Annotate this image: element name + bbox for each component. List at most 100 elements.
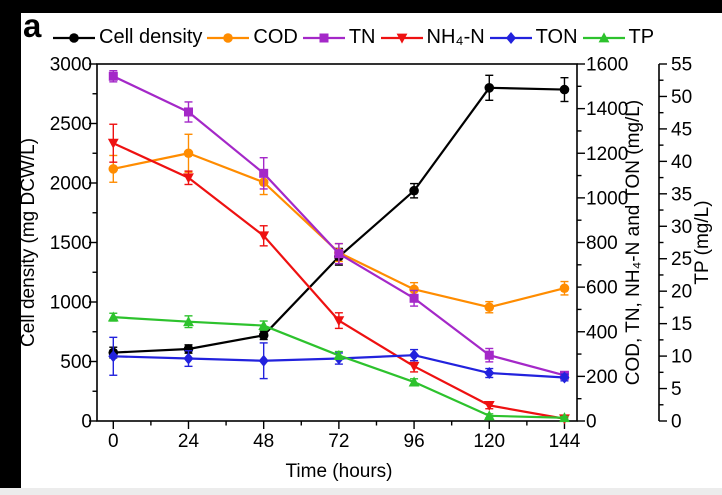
legend-item-tp: TP (582, 26, 657, 49)
left-axis-title: Cell density (mg DCW/L) (18, 138, 39, 347)
legend-marker-tn-icon (302, 33, 345, 42)
series-tp-marker (107, 311, 119, 322)
series-tn-marker (183, 107, 193, 117)
x-axis-tick-label: 96 (404, 431, 425, 452)
legend-symbol-ton (505, 31, 516, 44)
series-tp-marker (258, 319, 270, 330)
series-cod-marker (183, 148, 194, 159)
legend-marker-ton-icon (489, 31, 532, 44)
tp-axis-tick-label: 15 (671, 314, 692, 335)
left-axis-tick-label: 1000 (50, 293, 92, 314)
tp-axis-tick-label: 40 (671, 152, 692, 173)
legend-item-cell-density: Cell density (52, 26, 204, 49)
legend-label-tp: TP (628, 26, 655, 48)
series-ton-marker (108, 350, 119, 363)
x-axis-tick-label: 48 (253, 431, 274, 452)
legend-marker-nh-n-icon (380, 33, 423, 44)
tp-axis-tick-label: 50 (671, 87, 692, 108)
right-axis-title: COD, TN, NH₄-N and TON (mg/L) (623, 100, 644, 385)
tp-axis-tick-label: 45 (671, 119, 692, 140)
legend-label-cell-density: Cell density (99, 26, 203, 48)
series-tn-line (112, 75, 565, 377)
x-axis-title: Time (hours) (286, 461, 393, 482)
border-bottom (0, 488, 722, 495)
series-nh-n-marker (408, 361, 420, 372)
legend-symbol-tn (319, 33, 329, 42)
series-tn-marker (259, 168, 269, 178)
series-cod-marker (108, 164, 119, 174)
series-tn-marker (409, 293, 419, 303)
right-axis-tick-label: 0 (586, 412, 597, 433)
series-cell-density-marker (258, 330, 269, 341)
right-axis-tick-label: 1200 (586, 144, 628, 165)
tp-axis-tick-label: 25 (671, 249, 692, 270)
legend-item-nh-n: NH₄-N (380, 26, 487, 49)
series-ton-marker (258, 354, 269, 367)
x-axis-tick-label: 120 (473, 431, 505, 452)
series-tp-line (113, 316, 565, 419)
series-ton-marker (183, 352, 194, 365)
series-tp-marker (559, 412, 570, 423)
legend-symbol-nh-n (396, 33, 407, 44)
left-axis-tick-label: 2000 (50, 174, 92, 195)
series-tn-marker (484, 350, 494, 360)
legend-label-ton: TON (535, 26, 578, 48)
series-tp-marker (483, 410, 495, 421)
series-cell-density-marker (559, 84, 570, 95)
series-nh-n-line (112, 142, 565, 420)
right-axis-tick-label: 1400 (586, 99, 628, 120)
x-axis-tick-label: 0 (108, 431, 119, 452)
series-ton-marker (559, 371, 570, 384)
series-ton-marker (484, 367, 495, 380)
series-ton-marker (409, 349, 420, 362)
left-axis-tick-label: 0 (81, 412, 92, 433)
legend-marker-tp-icon (582, 31, 625, 42)
series-cod-marker (409, 284, 419, 295)
right-axis-tick-label: 200 (586, 367, 618, 388)
series-tp-marker (408, 376, 420, 387)
tp-axis-tick-label: 30 (671, 217, 692, 238)
right-axis-tick-label: 600 (586, 278, 618, 299)
series-cell-density-marker (409, 185, 419, 196)
right-axis-tick-label: 1600 (586, 55, 628, 76)
tp-axis-tick-label: 0 (671, 412, 682, 433)
tp-axis-tick-label: 20 (671, 282, 692, 303)
tp-axis-tick-label: 5 (671, 379, 682, 400)
series-cell-density-marker (484, 83, 495, 93)
legend-symbol-tp (598, 31, 609, 42)
right-axis-tick-label: 1000 (586, 188, 628, 209)
legend-symbol-cell-density (69, 32, 79, 43)
panel-label: a (23, 7, 42, 44)
series-cod-line (113, 152, 565, 309)
series-nh-n-marker (107, 138, 119, 149)
legend-symbol-cod (223, 32, 234, 43)
left-axis-tick-label: 1500 (50, 233, 92, 254)
series-tp-marker (183, 316, 194, 327)
plot-frame (96, 63, 578, 422)
right-axis-tick-label: 400 (586, 322, 618, 343)
series-nh-n-marker (333, 316, 345, 327)
legend-item-cod: COD (206, 26, 299, 49)
series-cod-marker (559, 283, 570, 294)
series-tn-marker (334, 249, 344, 259)
series-tp-marker (333, 349, 345, 360)
tp-axis-tick-label: 35 (671, 184, 692, 205)
chart-legend: Cell density COD TN NH₄-N TON TP (52, 26, 658, 49)
legend-label-nh-n: NH₄-N (426, 26, 485, 48)
tp-axis-title: TP (mg/L) (692, 200, 713, 284)
series-tn-marker (108, 71, 118, 81)
legend-label-cod: COD (253, 26, 298, 48)
left-axis-tick-label: 3000 (50, 55, 92, 76)
x-axis-tick-label: 24 (178, 431, 200, 452)
series-cod-marker (484, 302, 495, 313)
legend-marker-cell-density-icon (53, 32, 95, 43)
left-axis-tick-label: 2500 (50, 114, 92, 135)
x-axis-tick-label: 72 (328, 431, 349, 452)
legend-item-ton: TON (489, 26, 580, 49)
legend-label-tn: TN (348, 26, 376, 48)
left-axis-tick-label: 500 (60, 352, 92, 373)
border-top (0, 0, 722, 13)
series-nh-n-marker (258, 231, 270, 242)
